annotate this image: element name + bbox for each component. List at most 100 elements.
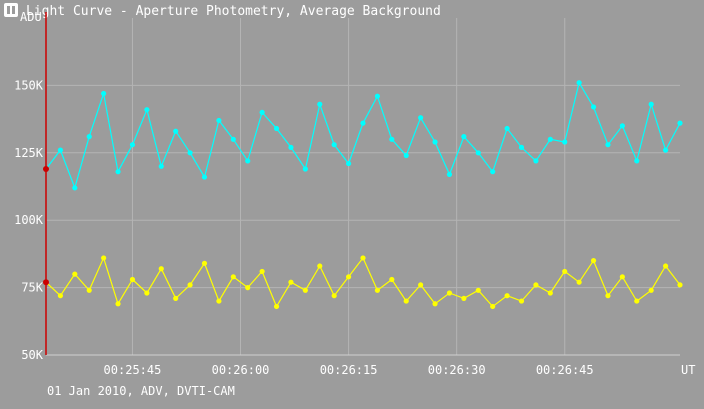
series-0-point (86, 134, 92, 140)
series-0-point (562, 139, 568, 145)
series-0-point (576, 80, 582, 86)
series-1-point (619, 274, 625, 280)
series-1-point (662, 263, 669, 269)
series-0-point (144, 107, 150, 113)
series-0-point (216, 117, 222, 124)
series-1-point (461, 295, 467, 301)
x-tick-label: 00:26:45 (536, 363, 594, 377)
series-0-point (446, 171, 453, 177)
series-1-point (173, 295, 179, 301)
series-0-point (302, 166, 308, 172)
series-1-point (129, 276, 136, 283)
series-1-point (576, 279, 582, 285)
series-0-point (360, 120, 366, 126)
x-tick-label: 00:26:30 (428, 363, 486, 377)
grid-lines (46, 18, 680, 356)
series-1-point (605, 293, 611, 299)
cursor-markers (43, 165, 49, 286)
series-0-point (619, 123, 625, 129)
series-1-point (677, 282, 683, 288)
series-1-point (547, 290, 553, 296)
series-0-point (173, 128, 179, 134)
series-1-point (273, 303, 280, 310)
x-tick-label: 00:25:45 (104, 363, 162, 377)
series-0-point (547, 136, 553, 142)
series-1-point (72, 271, 78, 277)
light-curve-app-icon[interactable] (4, 3, 18, 17)
series-0-point (57, 147, 64, 153)
series-0-point (331, 142, 337, 148)
series-1-point (533, 282, 539, 288)
series-1-point (490, 303, 496, 310)
series-0-point (158, 163, 164, 169)
series-0-point (418, 115, 424, 121)
series-0-point (533, 158, 539, 164)
series-0-point (662, 147, 669, 153)
series-0-point (288, 144, 294, 151)
y-axis-label: ADU (20, 10, 42, 24)
series-1-point (288, 279, 294, 285)
series-0-point (634, 158, 640, 164)
series-0-point (187, 150, 193, 156)
series-1-point (634, 298, 640, 304)
series-1-point (57, 293, 64, 299)
series-layer (43, 80, 683, 310)
series-1-point (317, 263, 323, 269)
series-1-point (345, 274, 352, 280)
y-tick-label: 75K (21, 281, 43, 295)
series-1-point (187, 282, 193, 288)
series-0-point (115, 169, 121, 175)
series-0-point (259, 109, 265, 115)
series-1-point (86, 287, 92, 293)
series-1-point (432, 301, 438, 307)
series-0-point (403, 152, 409, 159)
series-0-point (432, 139, 438, 145)
y-tick-label: 150K (14, 78, 44, 92)
series-1-point (518, 298, 525, 304)
series-1-point (230, 274, 236, 280)
series-0-point (504, 125, 510, 132)
x-tick-label: 00:26:15 (320, 363, 378, 377)
series-0-point (374, 93, 381, 99)
series-1-point (158, 266, 164, 272)
x-tick-label: 00:26:00 (212, 363, 270, 377)
series-0-point (590, 104, 597, 110)
series-1-point (504, 293, 510, 299)
series-1-point (360, 255, 366, 261)
series-1-point (418, 282, 424, 288)
series-1-line (45, 256, 681, 308)
series-1-point (144, 290, 150, 296)
series-1-point (446, 290, 453, 296)
series-1-point (302, 287, 308, 293)
series-1-point (331, 293, 337, 299)
title-bar: Light Curve - Aperture Photometry, Avera… (0, 0, 704, 24)
y-tick-label: 100K (14, 213, 44, 227)
x-tick-labels: 00:25:45 00:26:00 00:26:15 00:26:30 00:26:45 (104, 363, 594, 377)
series-0-point (317, 101, 323, 107)
series-0-point (230, 136, 236, 142)
series-1-point (389, 276, 395, 283)
footer-info: 01 Jan 2010, ADV, DVTI-CAM (47, 384, 235, 398)
series-1-point (201, 260, 208, 266)
y-tick-label: 125K (14, 146, 44, 160)
cursor-marker (43, 279, 49, 286)
series-1-point (216, 298, 222, 304)
window-title: Light Curve - Aperture Photometry, Avera… (26, 4, 441, 19)
y-tick-labels: 50K 75K 100K 125K 150K (14, 78, 44, 362)
series-0-point (490, 169, 496, 175)
series-1-point (374, 287, 381, 293)
series-0-point (461, 134, 467, 140)
series-0-point (677, 120, 683, 126)
series-0-point (475, 150, 481, 156)
series-1-point (590, 258, 597, 264)
series-1-point (259, 268, 265, 275)
series-0-point (389, 136, 395, 142)
y-tick-label: 50K (21, 348, 43, 362)
series-1-point (245, 285, 251, 291)
series-1-point (403, 298, 409, 304)
series-1-point (115, 301, 121, 307)
series-0-point (201, 174, 208, 180)
series-1-point (562, 268, 568, 275)
series-1-point (101, 255, 107, 261)
